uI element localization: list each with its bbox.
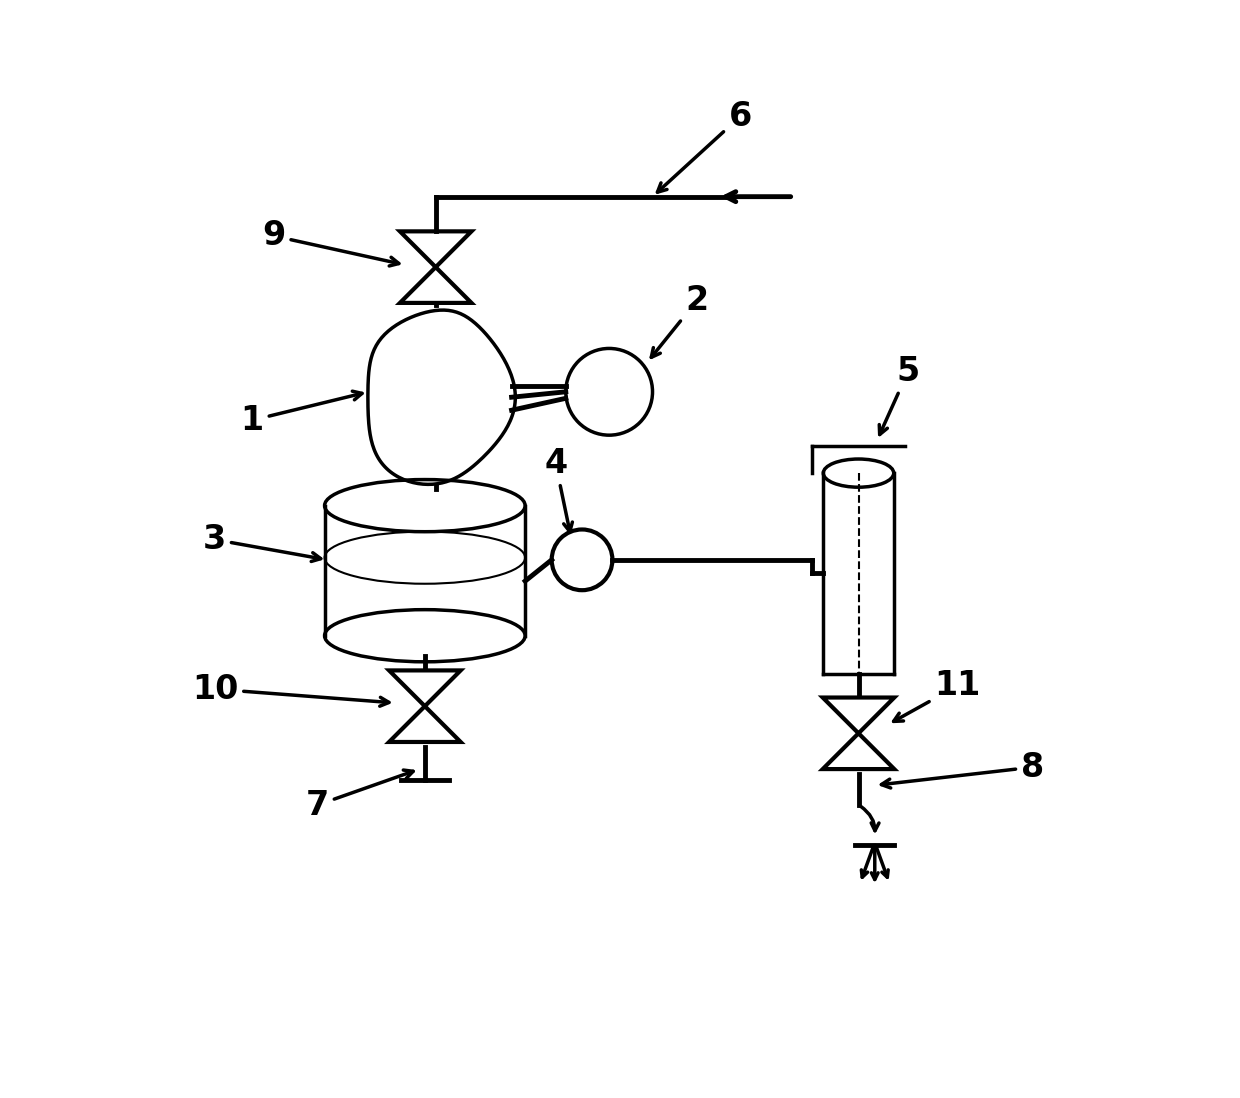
Text: 5: 5 [879, 355, 920, 435]
Text: 9: 9 [262, 220, 399, 266]
Text: 11: 11 [894, 670, 981, 721]
Text: 7: 7 [305, 770, 413, 821]
Text: 10: 10 [192, 673, 389, 706]
Text: 6: 6 [657, 100, 751, 192]
Text: 8: 8 [882, 751, 1044, 788]
Text: 3: 3 [202, 523, 321, 561]
Text: 2: 2 [651, 284, 708, 357]
Text: 4: 4 [544, 447, 573, 531]
Text: 1: 1 [241, 391, 362, 437]
